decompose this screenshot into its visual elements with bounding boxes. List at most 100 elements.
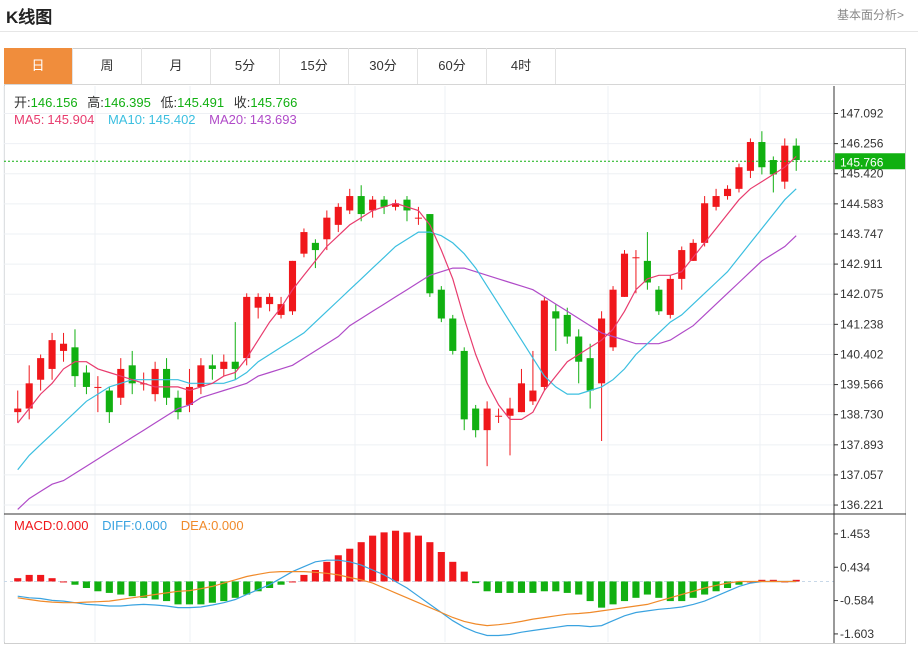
ma10-line bbox=[17, 188, 797, 471]
price-tick-label: 138.730 bbox=[840, 408, 884, 422]
price-tick-label: 139.566 bbox=[840, 378, 884, 392]
low-value: 145.491 bbox=[177, 95, 224, 110]
candle-body bbox=[151, 368, 159, 395]
tab-30min[interactable]: 30分 bbox=[349, 48, 418, 84]
macd-bar bbox=[151, 581, 159, 600]
ma10-label: MA10: bbox=[108, 112, 146, 127]
macd-bar bbox=[517, 581, 526, 593]
macd-bar bbox=[94, 581, 102, 592]
open-value: 146.156 bbox=[31, 95, 78, 110]
candle-body bbox=[689, 242, 697, 261]
macd-bar bbox=[311, 570, 319, 582]
candle-body bbox=[529, 390, 537, 402]
candle-body bbox=[506, 408, 514, 416]
candle-body bbox=[792, 145, 800, 161]
candle-body bbox=[414, 217, 422, 219]
tab-week[interactable]: 周 bbox=[73, 48, 142, 84]
candle-body bbox=[643, 260, 651, 283]
tab-day[interactable]: 日 bbox=[4, 48, 73, 84]
candle-body bbox=[174, 397, 182, 413]
macd-bar bbox=[380, 532, 388, 582]
macd-bar bbox=[643, 581, 651, 595]
price-tick-label: 142.075 bbox=[840, 287, 884, 301]
macd-bar bbox=[666, 581, 674, 602]
macd-bar bbox=[82, 581, 90, 588]
tab-60min[interactable]: 60分 bbox=[418, 48, 487, 84]
macd-bar bbox=[208, 581, 216, 603]
candle-body bbox=[723, 188, 732, 197]
candle-body bbox=[311, 242, 319, 251]
macd-bar bbox=[59, 581, 68, 583]
macd-bar bbox=[185, 581, 194, 605]
candle-body bbox=[37, 358, 45, 380]
macd-bar bbox=[426, 542, 434, 582]
macd-bar bbox=[483, 581, 491, 592]
tab-month[interactable]: 月 bbox=[142, 48, 211, 84]
ohlc-legend: 开:146.156 高:146.395 低:145.491 收:145.766 bbox=[14, 95, 297, 110]
candle-body bbox=[655, 289, 663, 312]
candle-body bbox=[391, 203, 400, 207]
candle-body bbox=[185, 386, 194, 405]
candle-body bbox=[678, 250, 686, 279]
dea-line bbox=[17, 570, 797, 627]
macd-bar bbox=[609, 581, 617, 605]
macd-bar bbox=[598, 581, 606, 608]
macd-bar bbox=[48, 578, 56, 582]
candle-body bbox=[25, 383, 33, 409]
macd-bar bbox=[288, 581, 297, 583]
macd-legend: MACD:0.000 DIFF:0.000 DEA:0.000 bbox=[14, 518, 244, 533]
macd-bar bbox=[37, 574, 45, 582]
price-tick-label: 145.420 bbox=[840, 167, 884, 181]
candle-body bbox=[758, 142, 766, 168]
macd-bar bbox=[460, 571, 468, 582]
fundamental-analysis-link[interactable]: 基本面分析> bbox=[836, 8, 904, 22]
candle-body bbox=[334, 206, 342, 225]
diff-line bbox=[17, 559, 797, 637]
candle-body bbox=[517, 383, 526, 413]
ma5-value: 145.904 bbox=[47, 112, 94, 127]
tab-5min[interactable]: 5分 bbox=[211, 48, 280, 84]
price-tick-label: 137.057 bbox=[840, 468, 884, 482]
macd-bar bbox=[346, 548, 354, 582]
candle-body bbox=[357, 196, 365, 215]
tab-15min[interactable]: 15分 bbox=[280, 48, 349, 84]
candle-body bbox=[254, 296, 262, 308]
candle-body bbox=[197, 365, 205, 387]
candle-body bbox=[105, 390, 113, 413]
ma5-line bbox=[17, 155, 797, 424]
candle-body bbox=[735, 167, 743, 189]
open-label: 开: bbox=[14, 95, 31, 110]
macd-bar bbox=[300, 574, 308, 582]
diff-label: DIFF: bbox=[102, 518, 135, 533]
candle-body bbox=[666, 278, 674, 315]
macd-bar bbox=[437, 552, 445, 582]
candle-body bbox=[163, 368, 171, 398]
candle-body bbox=[220, 361, 228, 369]
macd-bar bbox=[495, 581, 503, 593]
macd-bar bbox=[25, 574, 33, 582]
close-value: 145.766 bbox=[250, 95, 297, 110]
macd-bar bbox=[620, 581, 629, 602]
current-price-badge bbox=[835, 153, 905, 170]
tab-4hour[interactable]: 4时 bbox=[487, 48, 556, 84]
candle-body bbox=[598, 318, 606, 384]
macd-bar bbox=[254, 581, 262, 592]
macd-bar bbox=[655, 581, 663, 598]
candle-body bbox=[437, 289, 445, 319]
macd-bar bbox=[105, 581, 113, 593]
macd-bar bbox=[391, 530, 400, 582]
macd-tick-label: -0.584 bbox=[840, 594, 874, 608]
macd-bar bbox=[712, 581, 720, 592]
candle-body bbox=[712, 196, 720, 207]
price-tick-label: 144.583 bbox=[840, 197, 884, 211]
ma10-value: 145.402 bbox=[149, 112, 196, 127]
candle-body bbox=[346, 196, 354, 211]
macd-bar bbox=[792, 579, 800, 582]
macd-bar bbox=[563, 581, 571, 593]
candle-body bbox=[746, 142, 754, 171]
candle-body bbox=[632, 257, 640, 259]
candle-body bbox=[609, 289, 617, 348]
macd-bar bbox=[689, 581, 697, 598]
candle-body bbox=[82, 372, 90, 387]
